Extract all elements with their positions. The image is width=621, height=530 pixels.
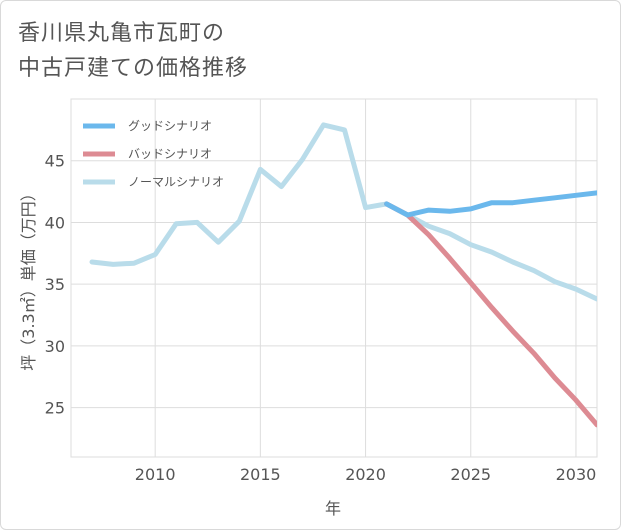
legend-label: グッドシナリオ bbox=[128, 119, 212, 133]
y-tick-label: 40 bbox=[45, 213, 65, 232]
tick-labels: 2010 2015 2020 2025 2030 25 30 35 40 45 bbox=[45, 152, 597, 484]
x-tick-label: 2015 bbox=[240, 465, 281, 484]
y-tick-label: 35 bbox=[45, 275, 65, 294]
y-tick-label: 30 bbox=[45, 337, 65, 356]
series-line-3 bbox=[89, 122, 597, 302]
x-tick-label: 2030 bbox=[556, 465, 597, 484]
series-lines bbox=[89, 122, 597, 428]
x-tick-label: 2025 bbox=[450, 465, 491, 484]
x-tick-label: 2010 bbox=[135, 465, 176, 484]
legend-label: ノーマルシナリオ bbox=[128, 175, 224, 189]
chart-title-line-1: 香川県丸亀市瓦町の bbox=[18, 21, 226, 46]
grid-lines bbox=[71, 99, 597, 457]
y-tick-label: 25 bbox=[45, 399, 65, 418]
chart-title-line-2: 中古戸建ての価格推移 bbox=[18, 56, 249, 81]
x-axis-label: 年 bbox=[325, 499, 341, 518]
legend-label: バッドシナリオ bbox=[128, 147, 212, 161]
y-axis-label: 坪（3.3㎡）単価（万円） bbox=[19, 185, 38, 370]
series-line-1 bbox=[384, 190, 597, 218]
plot-area bbox=[70, 98, 598, 458]
y-tick-label: 45 bbox=[45, 152, 65, 171]
series-line-2 bbox=[384, 201, 597, 428]
x-tick-label: 2020 bbox=[345, 465, 386, 484]
chart-title: 香川県丸亀市瓦町の 中古戸建ての価格推移 bbox=[18, 16, 248, 86]
